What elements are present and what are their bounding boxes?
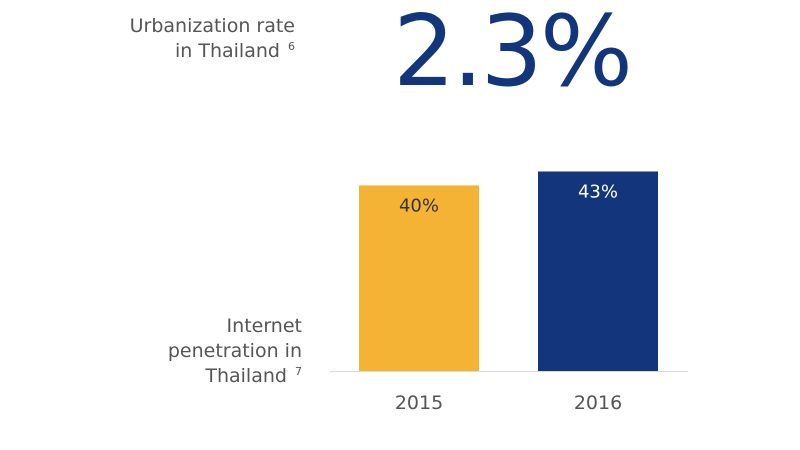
bar-2016 xyxy=(538,171,658,371)
internet-label-line3-wrap: Thailand 7 xyxy=(168,364,302,389)
urbanization-label: Urbanization rate in Thailand 6 xyxy=(130,14,295,64)
urbanization-value: 2.3% xyxy=(393,0,633,109)
bar-value-label-2016: 43% xyxy=(578,181,618,202)
x-tick-label-2016: 2016 xyxy=(574,392,622,414)
internet-label-line1: Internet xyxy=(226,315,302,337)
internet-footnote: 7 xyxy=(295,364,302,378)
urbanization-label-line1: Urbanization rate xyxy=(129,15,295,37)
internet-label-line3: Thailand xyxy=(205,365,287,387)
bar-value-label-2015: 40% xyxy=(399,195,439,216)
x-tick-label-2015: 2015 xyxy=(395,392,443,414)
urbanization-footnote: 6 xyxy=(288,39,295,53)
bar-2015 xyxy=(359,185,479,371)
internet-label: Internet penetration in Thailand 7 xyxy=(168,314,302,389)
urbanization-label-line2-wrap: in Thailand 6 xyxy=(130,39,295,64)
urbanization-label-line2: in Thailand xyxy=(174,40,280,62)
internet-label-line2: penetration in xyxy=(167,340,302,362)
